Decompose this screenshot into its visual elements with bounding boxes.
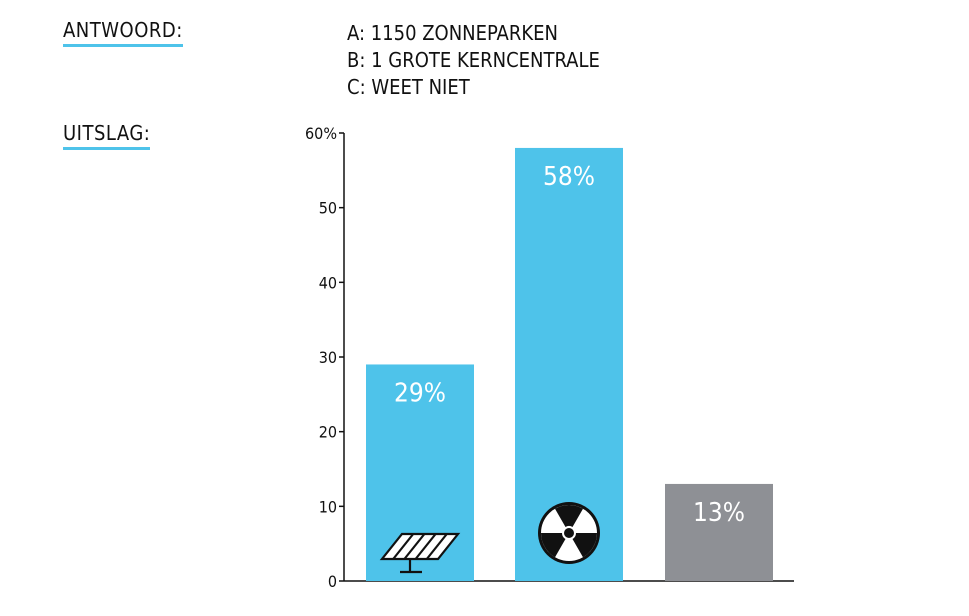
y-tick-label-60: 60% [305,124,337,143]
solar-panel-icon [379,532,461,574]
answer-option-c: C: WEET NIET [347,75,470,99]
answer-option-b: B: 1 GROTE KERNCENTRALE [347,48,600,72]
answer-list: A: 1150 ZONNEPARKEN B: 1 GROTE KERNCENTR… [347,20,600,101]
result-heading-text: UITSLAG: [63,121,151,145]
result-heading: UITSLAG: [63,121,151,150]
answer-heading-underline [63,44,183,47]
y-tick-label-10: 10 [319,497,337,516]
y-tick-label-50: 50 [319,199,337,218]
y-tick-label-40: 40 [319,273,337,292]
answer-heading-text: ANTWOORD: [63,18,183,42]
bar-value-label-b: 58% [543,162,595,192]
y-tick-label-20: 20 [319,423,337,442]
bar-c [665,483,773,581]
y-tick-label-30: 30 [319,348,337,367]
radiation-icon [538,502,600,564]
y-tick-label-0: 0 [328,572,337,591]
bar-value-label-a: 29% [394,378,446,408]
result-heading-underline [63,147,151,150]
answer-option-a: A: 1150 ZONNEPARKEN [347,21,558,45]
bar-value-label-c: 13% [693,498,745,528]
answer-heading: ANTWOORD: [63,18,183,47]
